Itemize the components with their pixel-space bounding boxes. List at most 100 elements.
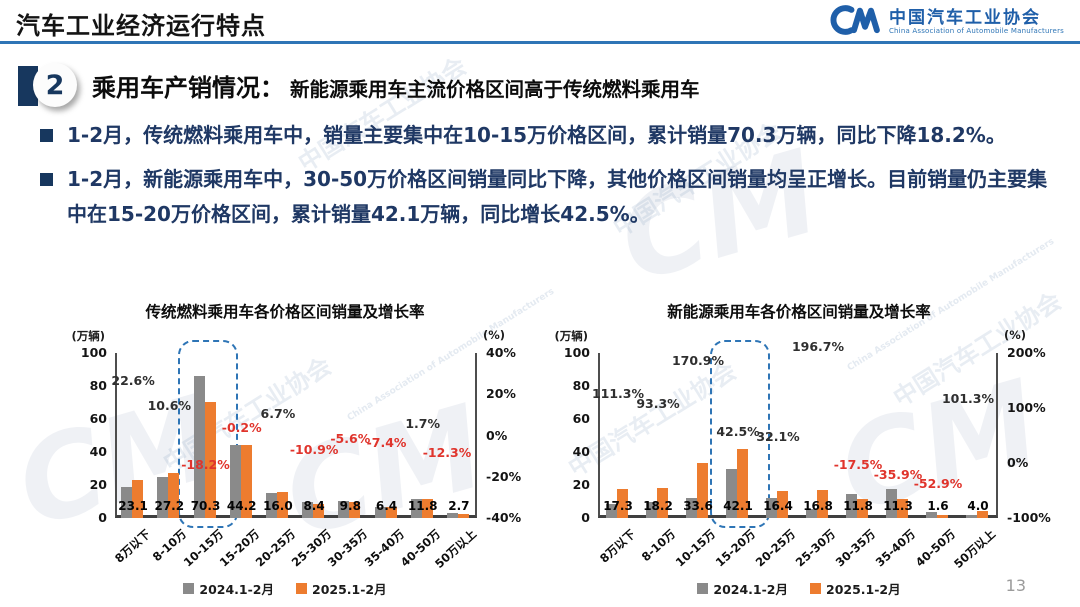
y-axis-tick-left: 80 [572, 378, 590, 393]
highlight-box [710, 340, 770, 528]
bar-2024 [338, 500, 350, 518]
chart-legend: 2024.1-2月 2025.1-2月 [42, 579, 528, 598]
legend-label: 2025.1-2月 [826, 582, 901, 597]
y-axis-tick-left: 60 [89, 411, 107, 426]
bar-value-label: 70.3 [190, 499, 221, 513]
bar-2024 [846, 494, 857, 518]
legend-swatch [810, 583, 821, 594]
bar-value-label: 6.4 [375, 499, 398, 513]
growth-rate-label: 93.3% [636, 395, 680, 411]
bullet-square-icon [40, 173, 53, 187]
bar-2024 [193, 376, 205, 518]
legend-item: 2024.1-2月 [697, 579, 788, 598]
bar-2024 [229, 444, 241, 518]
y-axis-tick-right: 20% [486, 386, 516, 402]
axis-unit-right: (%) [483, 328, 506, 342]
bar-value-label: 1.6 [927, 499, 949, 513]
bar-2024 [265, 493, 277, 518]
growth-rate-label: -52.9% [913, 476, 963, 492]
y-axis-tick-left: 20 [89, 477, 107, 492]
page-number: 13 [1005, 576, 1026, 595]
bar-2024 [410, 498, 422, 518]
y-axis-tick-left: 40 [89, 444, 107, 459]
bar-2024 [686, 497, 697, 518]
growth-rate-label: 111.3% [591, 385, 645, 401]
y-axis-tick-left: 100 [563, 345, 590, 360]
chart-title: 新能源乘用车各价格区间销量及增长率 [667, 303, 931, 321]
bar-2024 [446, 512, 458, 518]
bar-2024 [606, 504, 617, 518]
bar-value-label: 16.8 [803, 499, 833, 513]
bar-2025 [897, 499, 908, 518]
bar-2024 [646, 502, 657, 518]
growth-rate-label: -18.2% [181, 457, 230, 473]
chart-traditional-fuel: 传统燃料乘用车各价格区间销量及增长率 (万辆) (%) 100 80 60 40 20 0 40%… [42, 298, 528, 604]
bar-2024 [966, 514, 977, 518]
bar-2025 [204, 402, 216, 518]
bullet-text: 1-2月，传统燃料乘用车中，销量主要集中在10-15万价格区间，累计销量70.3… [67, 123, 1006, 147]
plot-area [598, 353, 998, 518]
legend-label: 2024.1-2月 [199, 582, 274, 597]
axis-unit-right: (%) [1004, 328, 1027, 342]
bar-value-label: 18.2 [643, 499, 673, 513]
y-axis-tick-left: 0 [581, 510, 590, 525]
legend-item: 2025.1-2月 [810, 579, 901, 598]
bullet-text: 1-2月，新能源乘用车中，30-50万价格区间销量同比下降，其他价格区间销量均呈… [67, 167, 1048, 227]
chart-legend: 2024.1-2月 2025.1-2月 [556, 579, 1042, 598]
legend-item: 2025.1-2月 [296, 579, 387, 598]
bar-2025 [937, 515, 948, 518]
bar-2025 [817, 490, 828, 518]
y-axis-tick-right: -40% [486, 510, 522, 525]
y-axis-tick-left: 0 [98, 510, 107, 525]
bar-2025 [240, 445, 252, 518]
caam-org-name-en: China Association of Automobile Manufact… [888, 27, 1064, 36]
bar-2024 [121, 486, 133, 518]
legend-label: 2025.1-2月 [312, 582, 387, 597]
bar-2025 [737, 448, 748, 518]
bullet-item: 1-2月，传统燃料乘用车中，销量主要集中在10-15万价格区间，累计销量70.3… [40, 118, 1052, 153]
bar-value-label: 16.4 [763, 499, 793, 513]
y-axis-tick-right: 100% [1007, 400, 1046, 415]
bar-value-label: 17.3 [603, 499, 633, 513]
bar-value-label: 4.0 [967, 499, 989, 513]
bar-2025 [132, 479, 144, 518]
y-axis-tick-left: 100 [80, 345, 107, 360]
y-axis-tick-right: -20% [486, 468, 522, 484]
bar-2025 [313, 504, 325, 518]
bar-2024 [926, 512, 937, 518]
bar-2025 [777, 490, 788, 518]
bar-2025 [617, 489, 628, 518]
bar-2025 [276, 491, 288, 518]
caam-logo: 中国汽车工业协会 China Association of Automobile… [826, 3, 1064, 41]
y-axis-tick-right: 40% [486, 345, 516, 360]
bar-value-label: 9.8 [339, 499, 361, 513]
growth-rate-label: 22.6% [111, 372, 155, 388]
bar-2025 [977, 511, 988, 518]
y-axis-tick-right: 200% [1007, 345, 1046, 360]
y-axis-tick-right: 0% [1007, 455, 1029, 470]
bar-2024 [806, 508, 817, 518]
y-axis-tick-left: 20 [572, 477, 590, 492]
growth-rate-label: -5.6% [330, 431, 371, 447]
bar-2025 [697, 462, 708, 518]
bar-2024 [374, 506, 386, 518]
bar-value-label: 8.4 [303, 499, 325, 513]
section-accent-bar [18, 66, 38, 106]
growth-rate-label: 32.1% [756, 429, 800, 445]
caam-logo-icon [826, 3, 882, 41]
axis-unit-left: (万辆) [554, 329, 588, 343]
y-axis-tick-left: 60 [572, 411, 590, 426]
legend-swatch [697, 583, 709, 594]
section-heading: 乘用车产销情况： 新能源乘用车主流价格区间高于传统燃料乘用车 [92, 68, 700, 103]
growth-rate-label: 6.7% [260, 405, 296, 421]
growth-rate-label: -12.3% [422, 444, 472, 460]
bar-2024 [157, 477, 169, 518]
bar-2025 [349, 501, 361, 518]
growth-rate-label: -0.2% [221, 419, 262, 435]
bar-2024 [886, 488, 897, 518]
legend-swatch [183, 583, 195, 594]
axis-unit-left: (万辆) [71, 329, 105, 343]
bar-2024 [302, 502, 314, 518]
bar-2025 [168, 473, 180, 518]
y-axis-tick-right: 0% [486, 427, 508, 443]
